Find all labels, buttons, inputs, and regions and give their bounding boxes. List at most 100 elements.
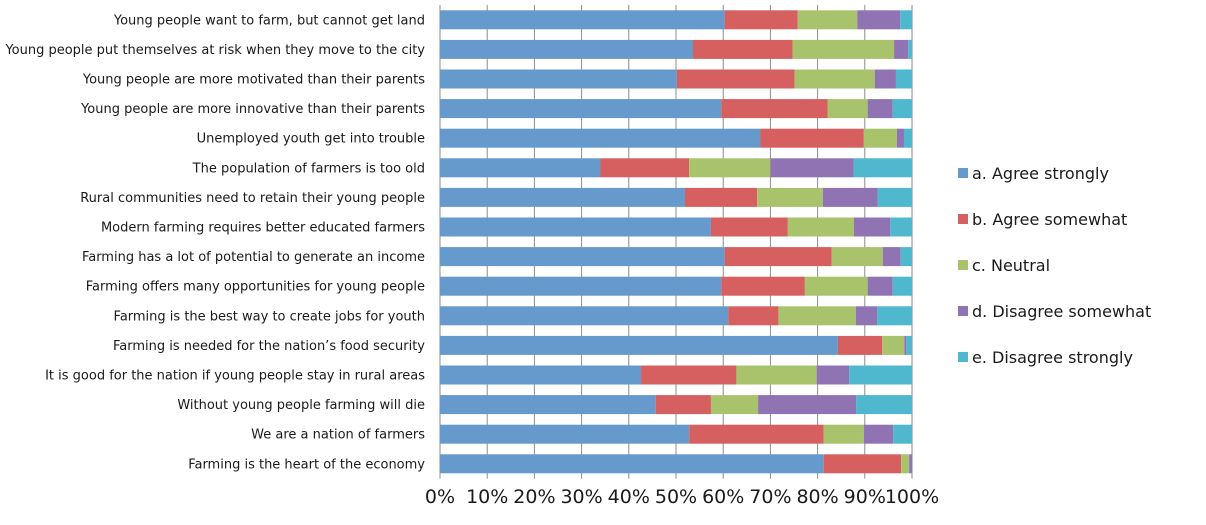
category-label: Young people put themselves at risk when… [4,43,425,58]
bar-segment [440,424,690,444]
bar-segment [853,217,891,237]
category-label: Farming is the best way to create jobs f… [114,309,425,324]
legend-swatch [958,214,968,224]
bar-segment [724,10,798,30]
legend-swatch [958,168,968,178]
bar-segment [728,306,779,326]
x-tick-label: 60% [702,486,744,508]
legend-item: a. Agree strongly [958,150,1198,196]
bar-segment [758,395,857,415]
bar-segment [853,158,912,178]
bar-segment [894,39,909,59]
bars [440,10,912,474]
legend-label: a. Agree strongly [972,163,1109,183]
legend-swatch [958,260,968,270]
bar-segment [778,306,856,326]
bar-segment [892,99,912,119]
x-tick-label: 40% [608,486,650,508]
bar-segment [440,217,711,237]
legend-label: c. Neutral [972,255,1051,275]
bar-segment [908,39,912,59]
bar-segment [823,424,864,444]
bar-segment [724,247,832,267]
bar-segment [721,99,828,119]
category-label: Farming is needed for the nation’s food … [113,339,425,354]
bar-segment [736,365,817,385]
category-label: Farming is the heart of the economy [188,457,425,472]
bar-segment [797,10,858,30]
bar-segment [600,158,690,178]
bar-segment [676,69,795,89]
x-tick-label: 0% [425,486,455,508]
x-tick-label: 50% [655,486,697,508]
bar-segment [827,99,868,119]
legend: a. Agree strongly b. Agree somewhat c. Neu… [958,150,1198,380]
bar-segment [440,99,722,119]
category-label: Unemployed youth get into trouble [197,132,425,147]
x-tick-label: 100% [885,486,939,508]
category-label: Without young people farming will die [177,398,425,413]
bar-segment [896,128,904,148]
bar-segment [440,187,685,207]
bar-segment [890,217,912,237]
bar-segment [440,39,693,59]
bar-segment [893,424,912,444]
category-label: Farming has a lot of potential to genera… [82,250,425,265]
legend-item: d. Disagree somewhat [958,288,1198,334]
category-label: Young people want to farm, but cannot ge… [113,13,425,28]
bar-segment [440,10,725,30]
bar-segment [792,39,895,59]
x-tick-label: 30% [560,486,602,508]
category-label: Young people are more innovative than th… [80,102,425,117]
bar-segment [684,187,758,207]
category-label: The population of farmers is too old [192,161,425,176]
legend-label: d. Disagree somewhat [972,301,1152,321]
bar-segment [856,395,912,415]
bar-segment [863,424,894,444]
bar-segment [855,306,878,326]
legend-item: c. Neutral [958,242,1198,288]
bar-segment [721,276,805,296]
bar-segment [655,395,711,415]
x-tick-label: 10% [466,486,508,508]
bar-segment [874,69,896,89]
x-tick-label: 90% [844,486,886,508]
bar-segment [877,306,912,326]
category-label: Young people are more motivated than the… [82,73,425,88]
bar-segment [440,395,656,415]
bar-segment [787,217,854,237]
bar-segment [770,158,854,178]
bar-segment [882,335,905,355]
legend-swatch [958,306,968,316]
bar-segment [867,276,893,296]
bar-segment [804,276,868,296]
category-label: Modern farming requires better educated … [101,221,425,236]
bar-segment [692,39,793,59]
bar-segment [689,158,771,178]
bar-segment [641,365,737,385]
bar-segment [710,395,759,415]
bar-segment [440,158,601,178]
bar-segment [867,99,893,119]
bar-segment [710,217,788,237]
bar-segment [440,128,761,148]
bar-segment [892,276,912,296]
bar-segment [882,247,901,267]
bar-segment [757,187,823,207]
bar-segment [760,128,864,148]
x-tick-label: 70% [749,486,791,508]
bar-segment [837,335,883,355]
bar-segment [831,247,883,267]
legend-label: b. Agree somewhat [972,209,1128,229]
bar-segment [440,365,642,385]
legend-item: b. Agree somewhat [958,196,1198,242]
bar-segment [440,247,725,267]
bar-segment [895,69,912,89]
x-tick-label: 80% [796,486,838,508]
bar-segment [823,454,902,474]
category-labels: Young people want to farm, but cannot ge… [4,13,425,472]
bar-segment [849,365,912,385]
category-label: Farming offers many opportunities for yo… [86,280,425,295]
bar-segment [440,306,729,326]
category-label: Rural communities need to retain their y… [80,191,425,206]
